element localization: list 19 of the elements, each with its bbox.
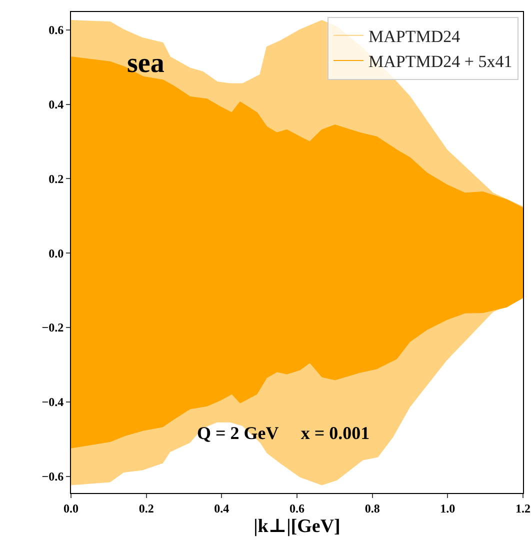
annotation: sea [127,48,164,79]
y-tick-label: −0.6 [42,469,64,484]
x-tick-label: 0.6 [290,501,304,516]
y-tick-label: 0.0 [48,246,64,260]
x-tick-label: 0.4 [214,501,230,516]
y-tick-label: 0.2 [48,172,64,186]
y-tick-label: 0.6 [48,23,64,38]
y-tick-label: −0.2 [42,320,64,335]
legend-label: MAPTMD24 + 5x41 [368,52,512,72]
x-tick-label: 1.0 [440,501,456,516]
x-tick-label: 0.2 [138,501,154,516]
annotation: Q = 2 GeV x = 0.001 [197,423,370,443]
legend-label: MAPTMD24 [368,26,461,46]
x-tick-label: 0.8 [364,501,380,516]
y-tick-label: 0.4 [48,97,64,112]
x-axis-title: |k⊥|[GeV] [254,516,340,538]
x-tick-label: 0.0 [64,501,78,516]
x-tick-label: 1.2 [516,501,530,516]
y-tick-label: −0.4 [42,395,64,410]
